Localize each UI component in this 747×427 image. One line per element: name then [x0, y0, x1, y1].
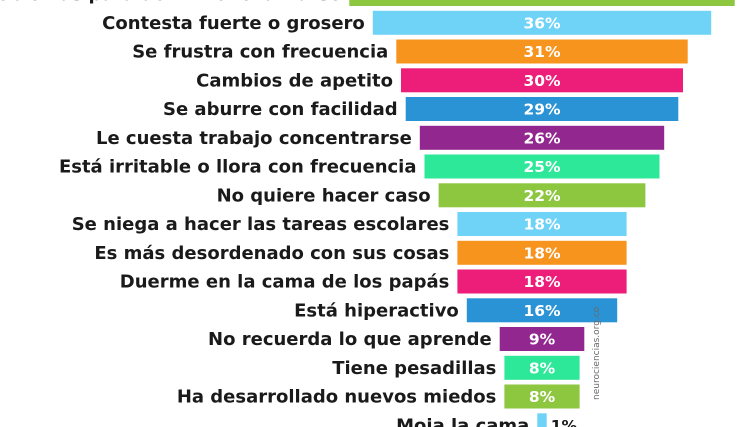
- value-label: 41%: [523, 0, 561, 4]
- category-label: Ha desarrollado nuevos miedos: [177, 387, 497, 408]
- bar: [457, 269, 627, 294]
- category-label: Problemas para dormir o levantarse: [0, 0, 341, 5]
- value-label: 9%: [529, 331, 556, 349]
- value-label: 18%: [523, 244, 561, 262]
- category-label: Está irritable o llora con frecuencia: [59, 157, 417, 178]
- value-label: 18%: [523, 216, 561, 234]
- value-label: 18%: [523, 273, 561, 291]
- value-labels-group: 41% 36% 31% 30% 29% 26% 25% 22% 18% 18% 18% 16% 9% 8%…: [523, 0, 577, 427]
- category-label: Moja la cama: [396, 415, 529, 427]
- bar: [349, 0, 735, 6]
- bar: [372, 10, 712, 35]
- bar: [504, 384, 580, 409]
- value-label: 26%: [523, 129, 561, 147]
- category-label: Tiene pesadillas: [332, 358, 496, 379]
- bars-group: [349, 0, 735, 427]
- bar: [419, 125, 665, 150]
- category-label: Se niega a hacer las tareas escolares: [72, 214, 450, 235]
- bar: [466, 298, 618, 323]
- category-label: Se frustra con frecuencia: [132, 42, 388, 63]
- value-label: 8%: [529, 359, 556, 377]
- source-credit: neurociencias.org.co: [592, 306, 602, 400]
- value-label: 22%: [523, 187, 561, 205]
- bar: [537, 413, 547, 427]
- value-label: 31%: [523, 43, 561, 61]
- bar: [396, 39, 688, 64]
- value-label: 30%: [523, 72, 561, 90]
- bar: [457, 240, 627, 265]
- value-label: 16%: [523, 302, 561, 320]
- category-label: No quiere hacer caso: [217, 185, 431, 206]
- category-label: Contesta fuerte o grosero: [102, 13, 365, 34]
- category-label: Está hiperactivo: [294, 300, 459, 321]
- bar: [499, 327, 585, 351]
- bar: [504, 355, 580, 380]
- value-label: 25%: [523, 158, 561, 176]
- bar: [424, 154, 660, 179]
- category-label: No recuerda lo que aprende: [208, 329, 492, 350]
- category-label: Duerme en la cama de los papás: [120, 272, 450, 293]
- value-label: 8%: [529, 388, 556, 406]
- value-label: 29%: [523, 101, 561, 119]
- bar: [438, 183, 646, 208]
- value-label: 1%: [551, 417, 578, 427]
- bar: [405, 97, 679, 121]
- category-label: Se aburre con facilidad: [163, 99, 398, 120]
- category-label: Cambios de apetito: [196, 70, 393, 91]
- value-label: 36%: [523, 14, 561, 32]
- category-label: Es más desordenado con sus cosas: [94, 243, 449, 264]
- category-label: Le cuesta trabajo concentrarse: [96, 128, 412, 149]
- bar: [457, 212, 627, 236]
- category-labels-group: Problemas para dormir o levantarse Contes…: [0, 0, 529, 427]
- bar: [401, 68, 683, 93]
